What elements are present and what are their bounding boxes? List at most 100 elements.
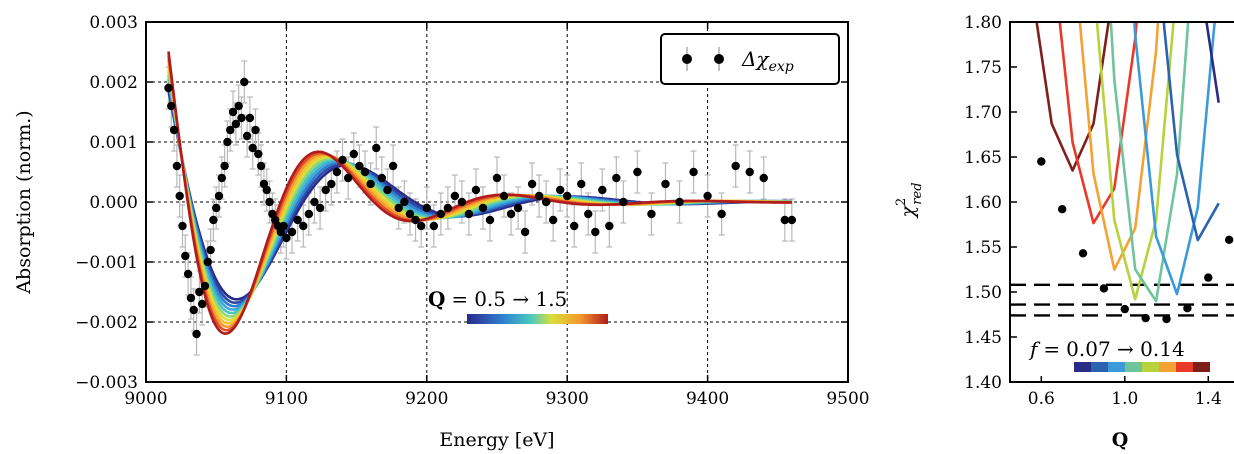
data-point bbox=[237, 113, 246, 123]
y-tick-label: 0.001 bbox=[89, 133, 138, 153]
data-point bbox=[457, 197, 467, 207]
chi-curve bbox=[1095, 22, 1175, 301]
data-point bbox=[343, 173, 353, 183]
data-point bbox=[245, 113, 255, 123]
data-point bbox=[220, 161, 229, 171]
data-point bbox=[400, 197, 409, 207]
f-colorbar-cell bbox=[1074, 362, 1091, 372]
data-point bbox=[327, 179, 336, 189]
y-tick-label: 0.003 bbox=[89, 13, 138, 33]
data-point bbox=[209, 215, 218, 225]
chi-x-tick-label: 1.4 bbox=[1195, 389, 1222, 409]
chi-min-point bbox=[1037, 157, 1046, 166]
f-colorbar-eq: = bbox=[1043, 337, 1060, 361]
dashed-levels bbox=[1010, 283, 1234, 317]
data-point bbox=[226, 125, 235, 135]
data-point bbox=[745, 167, 754, 177]
data-point bbox=[506, 209, 516, 219]
data-point bbox=[555, 185, 565, 195]
chi-y-tick-label: 1.75 bbox=[964, 58, 1002, 78]
chi-x-tick-label: 0.6 bbox=[1028, 389, 1055, 409]
data-point bbox=[388, 161, 398, 171]
chi-min-point bbox=[1162, 314, 1171, 324]
data-point bbox=[394, 203, 403, 213]
data-point bbox=[197, 299, 207, 309]
data-point bbox=[315, 203, 325, 213]
q-colorbar: Q = 0.5 → 1.5 bbox=[428, 287, 608, 324]
chi-min-point bbox=[1120, 304, 1129, 314]
chi-y-tick-label: 1.40 bbox=[964, 373, 1002, 393]
x-tick-label: 9200 bbox=[405, 389, 448, 409]
legend: Δχexp bbox=[660, 33, 840, 85]
right-y-label-main: χ bbox=[897, 205, 919, 220]
data-point bbox=[355, 161, 364, 171]
right-x-axis-label: Q bbox=[1112, 429, 1129, 451]
data-point bbox=[240, 77, 249, 87]
data-point bbox=[242, 131, 252, 141]
data-point bbox=[265, 197, 274, 207]
data-point bbox=[175, 191, 184, 201]
data-point bbox=[591, 227, 600, 237]
right-ticks: 1.40 1.45 1.50 1.55 1.60 1.65 1.70 1.75 1.80 0.6 1… bbox=[964, 13, 1222, 409]
chi-min-points bbox=[1037, 157, 1234, 324]
data-point bbox=[372, 143, 381, 153]
right-y-label-sup: 2 bbox=[894, 198, 909, 206]
data-point bbox=[360, 167, 370, 177]
chi-min-point bbox=[1224, 235, 1234, 244]
data-point bbox=[248, 143, 257, 153]
chi-y-tick-label: 1.55 bbox=[964, 238, 1002, 258]
data-point bbox=[262, 185, 271, 195]
data-point bbox=[217, 173, 227, 183]
chi-curve bbox=[1162, 22, 1220, 242]
data-point bbox=[231, 119, 241, 129]
f-colorbar bbox=[1074, 362, 1210, 372]
data-point bbox=[203, 257, 212, 267]
f-colorbar-label: f = 0.07 → 0.14 bbox=[1028, 337, 1185, 361]
chi-y-tick-label: 1.65 bbox=[964, 148, 1002, 168]
data-point bbox=[570, 221, 579, 231]
data-point bbox=[619, 197, 628, 207]
data-point bbox=[787, 215, 797, 225]
chi-min-point bbox=[1141, 313, 1150, 323]
data-point bbox=[534, 191, 544, 201]
f-colorbar-cell bbox=[1108, 362, 1125, 372]
legend-label: Δχexp bbox=[741, 47, 794, 75]
experimental-points bbox=[164, 77, 797, 339]
data-point bbox=[633, 167, 642, 177]
data-point bbox=[169, 125, 179, 135]
data-point bbox=[422, 203, 431, 213]
main-y-axis-label: Absorption (norm.) bbox=[13, 110, 35, 294]
chi-square-panel: 1.40 1.45 1.50 1.55 1.60 1.65 1.70 1.75 1.80 0.6 1… bbox=[894, 13, 1234, 451]
data-point bbox=[464, 209, 474, 219]
data-point bbox=[647, 209, 656, 219]
q-colorbar-var: Q bbox=[428, 287, 445, 311]
data-point bbox=[279, 221, 288, 231]
y-tick-label: −0.001 bbox=[75, 253, 138, 273]
data-point bbox=[584, 209, 593, 219]
legend-subscript: exp bbox=[769, 59, 794, 75]
data-point bbox=[254, 149, 263, 159]
data-point bbox=[228, 107, 238, 117]
chi-min-point bbox=[1078, 249, 1088, 258]
q-colorbar-eq: = bbox=[451, 287, 468, 311]
data-point bbox=[520, 227, 530, 237]
x-tick-label: 9400 bbox=[686, 389, 729, 409]
q-colorbar-range: 0.5 → 1.5 bbox=[474, 287, 567, 311]
y-tick-label: 0.002 bbox=[89, 73, 138, 93]
chi-curve bbox=[1078, 22, 1160, 271]
data-point bbox=[189, 305, 198, 315]
x-tick-label: 9500 bbox=[826, 389, 869, 409]
chi-y-tick-label: 1.80 bbox=[964, 13, 1002, 33]
data-point bbox=[167, 101, 176, 111]
fit-curve bbox=[167, 63, 792, 325]
chi-y-tick-label: 1.50 bbox=[964, 283, 1002, 303]
chi-x-tick-label: 1.0 bbox=[1111, 389, 1138, 409]
f-colorbar-range: 0.07 → 0.14 bbox=[1066, 337, 1185, 361]
chi-y-tick-label: 1.45 bbox=[964, 328, 1002, 348]
chi-curves bbox=[1035, 22, 1220, 303]
data-point bbox=[703, 191, 712, 201]
data-point bbox=[731, 161, 740, 171]
data-point bbox=[383, 185, 392, 195]
data-point bbox=[612, 173, 621, 183]
